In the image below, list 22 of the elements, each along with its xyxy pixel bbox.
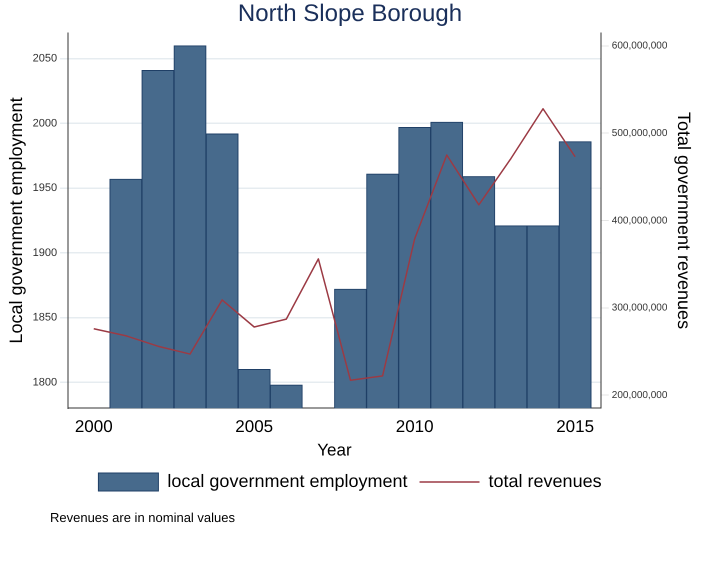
x-tick-label: 2000 — [74, 417, 113, 436]
legend-label: local government employment — [167, 470, 408, 491]
y2-axis-title: Total government revenues — [674, 112, 694, 330]
x-tick-label: 2010 — [396, 417, 434, 436]
y-tick-label: 1950 — [32, 182, 58, 194]
y-tick-label: 1850 — [32, 312, 58, 324]
y2-tick-label: 300,000,000 — [612, 302, 668, 314]
x-tick-label: 2005 — [235, 417, 274, 436]
y-axis-title: Local government employment — [6, 97, 26, 344]
y-tick-label: 2000 — [32, 117, 58, 130]
y2-tick-label: 600,000,000 — [612, 40, 668, 52]
y2-tick-label: 500,000,000 — [612, 128, 668, 139]
x-tick-label: 2015 — [556, 417, 594, 436]
y2-tick-label: 400,000,000 — [612, 215, 668, 226]
y-tick-label: 1800 — [32, 376, 58, 388]
chart-title: North Slope Borough — [238, 0, 462, 28]
y-tick-label: 2050 — [32, 52, 58, 65]
x-axis-title: Year — [317, 440, 352, 460]
text: Revenues are in nominal values — [50, 510, 235, 525]
y2-tick-label: 200,000,000 — [612, 390, 668, 401]
y-tick-label: 1900 — [32, 246, 58, 259]
legend-label: total revenues — [488, 470, 602, 491]
